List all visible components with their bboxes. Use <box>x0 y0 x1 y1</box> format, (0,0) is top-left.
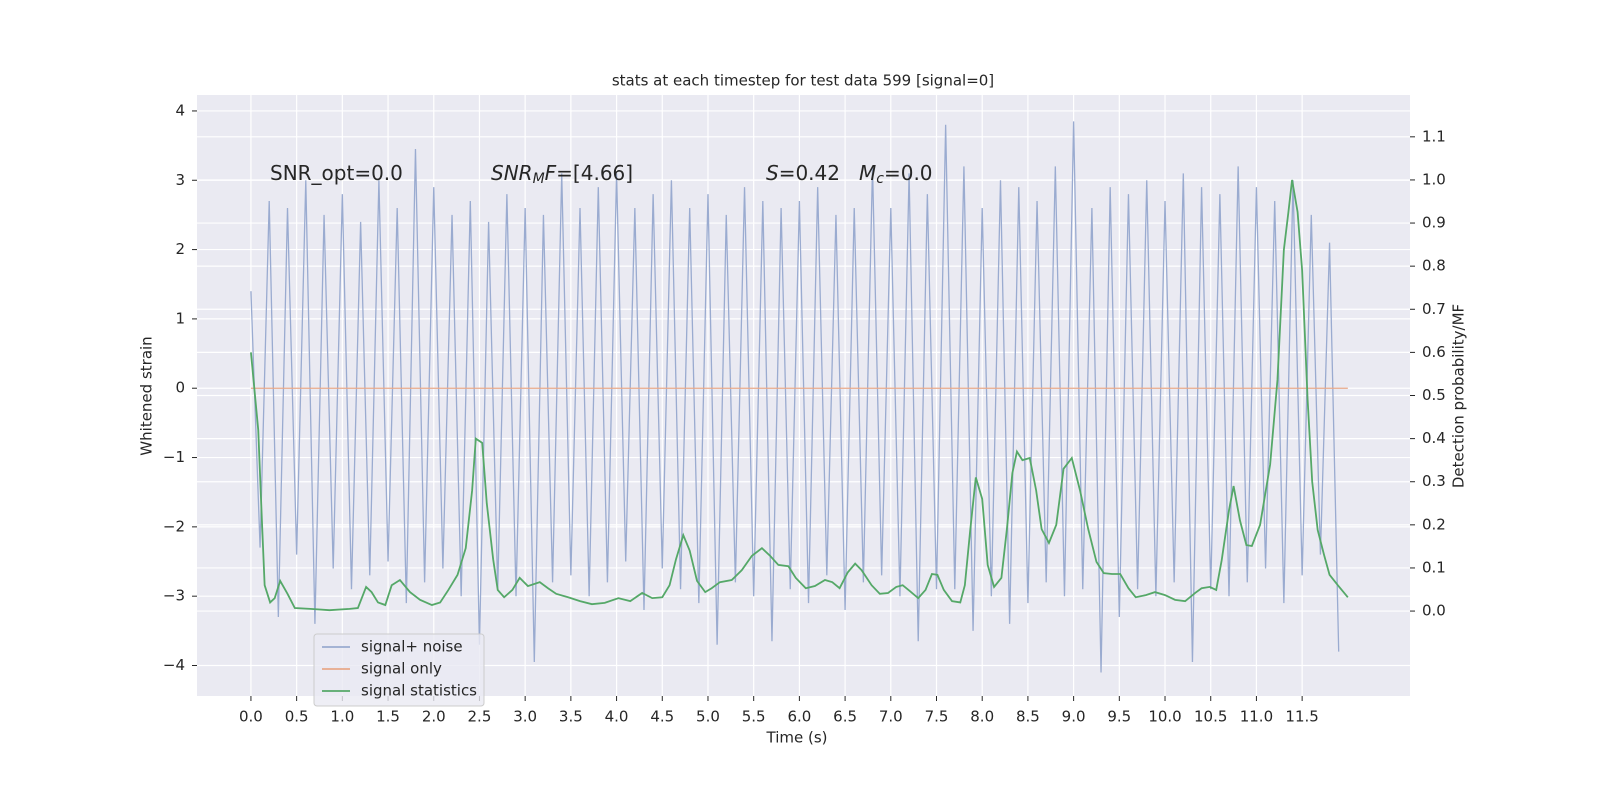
x-tick-label: 11.0 <box>1240 708 1273 726</box>
x-tick-label: 9.5 <box>1107 708 1131 726</box>
x-tick-label: 4.5 <box>650 708 674 726</box>
x-tick-label: 5.0 <box>696 708 720 726</box>
annotation: S=0.42 <box>766 161 840 185</box>
x-tick-label: 9.0 <box>1062 708 1086 726</box>
series-line <box>250 121 1340 673</box>
x-tick-label: 8.0 <box>970 708 994 726</box>
annotation-part: =0.0 <box>884 161 933 185</box>
series-line <box>250 179 1349 612</box>
y2-tick-label: 0.1 <box>1422 558 1446 576</box>
labels: 0.0 0.5 1.0 1.5 2.0 2.5 3.0 3.5 4.0 4.5 5.0 5.5 6.0 6… <box>163 101 1446 725</box>
x-tick-label: 6.0 <box>787 708 811 726</box>
x-tick-label: 2.5 <box>468 708 492 726</box>
y-tick-label: −1 <box>163 448 185 466</box>
x-tick-label: 1.5 <box>376 708 400 726</box>
y2-axis-label: Detection probability/MF <box>1450 304 1468 488</box>
annotation-part: M <box>533 171 545 187</box>
annotation-part: F <box>545 161 557 185</box>
x-tick-label: 7.0 <box>879 708 903 726</box>
y-tick-label: −4 <box>163 656 185 674</box>
annotation-part: M <box>859 161 876 185</box>
annotation: SNR_opt=0.0 <box>270 161 403 185</box>
x-tick-label: 8.5 <box>1016 708 1040 726</box>
legend-box <box>313 633 485 707</box>
x-tick-label: 7.5 <box>925 708 949 726</box>
annotation-part: SNR_opt=0.0 <box>270 161 403 185</box>
x-tick-label: 0.0 <box>239 708 263 726</box>
x-tick-label: 10.0 <box>1148 708 1181 726</box>
y2-tick-label: 0.6 <box>1422 343 1446 361</box>
legend-label: signal+ noise <box>361 638 463 656</box>
x-tick-label: 4.0 <box>605 708 629 726</box>
x-tick-label: 10.5 <box>1194 708 1227 726</box>
x-tick-label: 5.5 <box>742 708 766 726</box>
x-tick-label: 6.5 <box>833 708 857 726</box>
x-tick-label: 0.5 <box>285 708 309 726</box>
annotation-part: S <box>766 161 779 185</box>
chart-title: stats at each timestep for test data 599… <box>612 72 994 90</box>
annotation: Mc=0.0 <box>859 161 933 188</box>
x-axis-label: Time (s) <box>766 729 828 747</box>
y2-tick-label: 1.1 <box>1422 127 1446 145</box>
legend-label: signal statistics <box>361 682 477 700</box>
legend-label: signal only <box>361 660 442 678</box>
y2-tick-label: 0.2 <box>1422 515 1446 533</box>
x-tick-label: 11.5 <box>1285 708 1318 726</box>
y2-tick-label: 1.0 <box>1422 170 1446 188</box>
y-tick-label: 2 <box>175 240 185 258</box>
y-tick-label: 4 <box>175 101 185 119</box>
y2-tick-label: 0.3 <box>1422 472 1446 490</box>
marks <box>250 121 1349 673</box>
y-tick-label: 3 <box>175 171 185 189</box>
x-tick-label: 1.0 <box>330 708 354 726</box>
legend: signal+ noise signal only signal statistic… <box>313 633 485 707</box>
y-tick-label: −2 <box>163 517 185 535</box>
y2-tick-label: 0.0 <box>1422 602 1446 620</box>
annotation-part: =[4.66] <box>556 161 633 185</box>
annotation-part: =0.42 <box>779 161 840 185</box>
y2-tick-label: 0.9 <box>1422 214 1446 232</box>
x-tick-label: 2.0 <box>422 708 446 726</box>
y2-tick-label: 0.4 <box>1422 429 1446 447</box>
y-tick-label: 0 <box>175 379 185 397</box>
y-tick-label: 1 <box>175 309 185 327</box>
x-tick-label: 3.5 <box>559 708 583 726</box>
annotation-part: SNR <box>491 161 533 185</box>
annotation: SNRMF=[4.66] <box>491 161 633 188</box>
y2-tick-label: 0.8 <box>1422 257 1446 275</box>
y2-tick-label: 0.5 <box>1422 386 1446 404</box>
annotation-part: c <box>876 171 884 187</box>
y-axis-label: Whitened strain <box>138 336 156 455</box>
y-tick-label: −3 <box>163 587 185 605</box>
y2-tick-label: 0.7 <box>1422 300 1446 318</box>
x-tick-label: 3.0 <box>513 708 537 726</box>
